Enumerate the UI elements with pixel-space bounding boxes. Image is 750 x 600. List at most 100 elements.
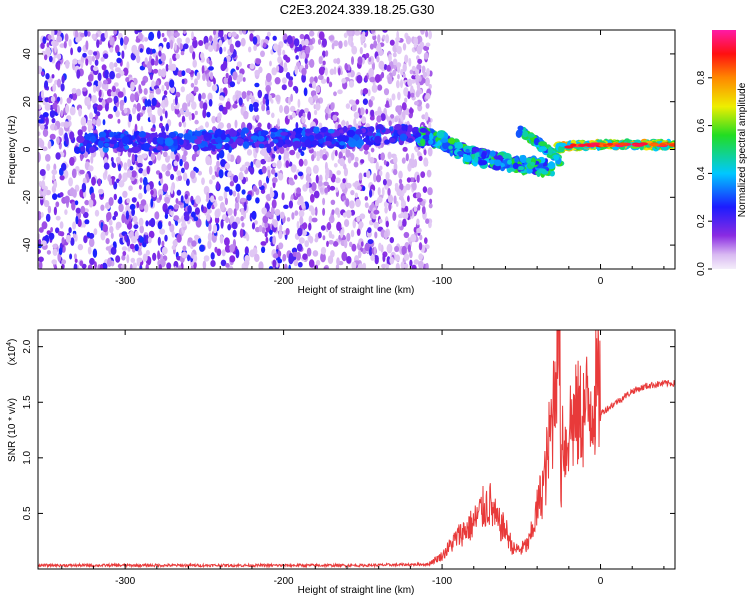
spectrogram-cell [411,74,417,80]
spectrogram-cell [158,264,162,269]
spectrogram-cell [77,218,82,228]
spectrogram-cell [124,233,127,242]
spectrogram-cell [40,71,45,76]
spectrogram-cell [370,254,375,261]
spectrogram-cell [113,62,118,68]
spectrogram-cell [354,30,361,36]
spectrogram-cell [146,165,150,175]
spectrogram-cell [218,169,224,179]
spectrogram-cell [41,90,44,99]
spectrogram-cell [312,250,319,257]
spectrogram-cell [362,88,369,95]
spectrogram-cell [387,187,391,196]
spectrogram-cell [184,214,190,222]
spectrogram-cell [371,84,378,93]
spectrogram-cell [202,260,207,269]
spectrogram-cell [216,160,220,168]
spectrogram-cell [279,146,285,155]
spectrogram-cell [308,222,312,231]
spectrogram-cell [274,208,281,216]
spectrogram-band-cell [547,162,556,170]
spectrogram-cell [305,181,310,189]
spectrogram-cell [113,211,118,217]
spectrogram-cell [115,73,122,79]
spectrogram-cell [117,91,124,98]
spectrogram-y-tick-label: 20 [22,96,33,108]
spectrogram-cell [372,34,377,41]
spectrogram-cell [38,227,44,233]
spectrogram-cell [340,229,344,239]
spectrogram-cell [377,42,381,52]
spectrogram-cell [142,169,148,177]
spectrogram-cell [55,152,61,160]
spectrogram-cell [369,115,375,121]
spectrogram-cell [229,255,236,263]
spectrogram-cell [302,112,306,119]
spectrogram-cell [134,123,138,133]
spectrogram-band-cell [420,138,426,147]
spectrogram-band-cell [224,143,230,151]
spectrogram-cell [110,157,114,162]
spectrogram-cell [260,241,267,246]
spectrogram-cell [166,42,171,50]
spectrogram-cell [250,161,254,169]
spectrogram-band-cell [260,130,269,136]
spectrogram-cell [40,42,45,49]
spectrogram-cell [328,81,333,88]
spectrogram-cell [213,202,218,208]
spectrogram-cell [220,219,224,229]
spectrogram-cell [246,90,251,96]
spectrogram-cell [69,156,75,166]
spectrogram-band-cell [200,141,208,147]
spectrogram-cell [317,38,322,45]
spectrogram-cell [402,43,407,51]
spectrogram-cell [169,79,175,88]
spectrogram-cell [207,92,213,102]
spectrogram-cell [246,194,252,201]
spectrogram-band-cell [512,162,519,170]
spectrogram-marks [38,30,675,269]
spectrogram-cell [219,234,224,244]
spectrogram-cell [165,208,170,215]
spectrogram-cell [344,63,349,71]
spectrogram-cell [392,211,397,221]
spectrogram-band-cell [352,134,360,141]
spectrogram-cell [236,90,242,97]
spectrogram-band-cell [280,131,288,136]
spectrogram-cell [80,116,87,127]
spectrogram-cell [173,32,180,37]
spectrogram-cell [260,149,265,156]
spectrogram-cell [194,234,200,240]
spectrogram-cell [310,90,317,97]
spectrogram-cell [109,226,114,234]
spectrogram-cell [413,206,418,212]
spectrogram-cell [383,201,388,208]
spectrogram-band-cell [178,138,184,146]
spectrogram-cell [288,97,291,105]
spectrogram-cell [168,221,172,227]
spectrogram-cell [241,222,245,228]
spectrogram-cell [297,261,303,268]
spectrogram-cell [129,263,133,269]
spectrogram-cell [170,210,174,216]
spectrogram-cell [71,91,78,101]
spectrogram-cell [109,70,115,80]
spectrogram-cell [369,43,374,50]
spectrogram-cell [314,206,318,216]
spectrogram-cell [248,30,255,33]
spectrogram-band-cell [481,160,488,166]
spectrogram-band-cell [538,141,547,147]
spectrogram-cell [293,259,299,267]
spectrogram-band-cell [98,131,107,138]
spectrogram-cell [242,30,247,35]
spectrogram-cell [138,236,144,243]
spectrogram-cell [53,163,57,171]
spectrogram-cell [321,38,327,48]
spectrogram-cell [191,240,197,247]
spectrogram-cell [42,36,47,45]
spectrogram-cell [305,166,312,175]
spectrogram-band-cell [457,151,465,156]
spectrogram-cell [428,203,433,209]
spectrogram-cell [206,111,211,118]
spectrogram-cell [41,221,48,230]
